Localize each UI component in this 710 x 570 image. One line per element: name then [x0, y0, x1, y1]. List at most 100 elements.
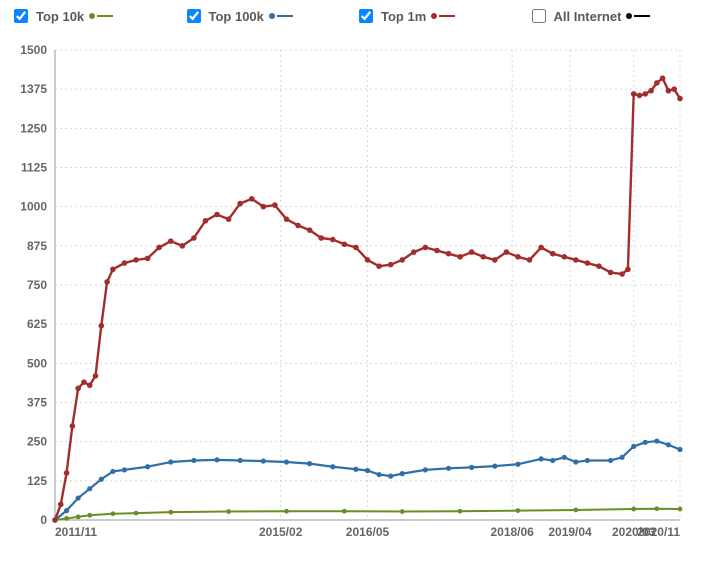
legend-checkbox-top10k[interactable]	[14, 9, 28, 23]
series-marker	[226, 216, 232, 222]
legend-checkbox-allnet[interactable]	[532, 9, 546, 23]
series-marker	[527, 257, 533, 263]
series-marker	[87, 513, 92, 518]
x-tick-label: 2018/06	[490, 525, 534, 539]
series-marker	[550, 458, 555, 463]
series-marker	[168, 238, 174, 244]
y-tick-label: 1000	[20, 200, 47, 214]
series-marker	[562, 455, 567, 460]
series-marker	[168, 510, 173, 515]
series-marker	[423, 245, 429, 251]
series-marker	[52, 517, 58, 523]
legend-item-top10k[interactable]: Top 10k·	[10, 6, 183, 26]
series-marker	[631, 444, 636, 449]
series-marker	[249, 196, 255, 202]
legend-item-top100k[interactable]: Top 100k·	[183, 6, 356, 26]
series-marker	[446, 466, 451, 471]
series-marker	[214, 457, 219, 462]
series-marker	[70, 423, 76, 429]
series-marker	[376, 263, 382, 269]
y-tick-label: 625	[27, 317, 47, 331]
series-marker	[110, 469, 115, 474]
series-marker	[342, 509, 347, 514]
series-marker	[134, 511, 139, 516]
series-marker	[261, 204, 267, 210]
series-marker	[515, 462, 520, 467]
series-marker	[330, 464, 335, 469]
series-marker	[400, 509, 405, 514]
series-marker	[214, 212, 220, 218]
legend-checkbox-top100k[interactable]	[187, 9, 201, 23]
line-chart: 0125250375500625750875100011251250137515…	[0, 30, 710, 570]
series-marker	[677, 96, 683, 102]
series-marker	[104, 279, 110, 285]
series-marker	[585, 458, 590, 463]
series-marker	[608, 458, 613, 463]
series-marker	[365, 468, 370, 473]
y-tick-label: 1250	[20, 121, 47, 135]
series-marker	[631, 507, 636, 512]
series-marker	[353, 245, 359, 251]
series-marker	[423, 467, 428, 472]
series-marker	[307, 461, 312, 466]
series-marker	[539, 456, 544, 461]
y-tick-label: 750	[27, 278, 47, 292]
series-marker	[64, 508, 69, 513]
legend-checkbox-top1m[interactable]	[359, 9, 373, 23]
series-marker	[203, 218, 209, 224]
series-marker	[180, 243, 186, 249]
series-marker	[284, 459, 289, 464]
series-marker	[272, 202, 278, 208]
series-marker	[145, 464, 150, 469]
series-marker	[596, 263, 602, 269]
series-marker	[93, 373, 99, 379]
series-marker	[608, 270, 614, 276]
legend-label: Top 100k	[209, 9, 264, 24]
series-marker	[168, 459, 173, 464]
series-marker	[388, 262, 394, 268]
y-tick-label: 1125	[21, 161, 47, 175]
legend-swatch: ·	[431, 13, 455, 19]
series-line	[55, 78, 680, 520]
series-marker	[411, 249, 417, 255]
series-marker	[619, 271, 625, 277]
series-marker	[666, 442, 671, 447]
series-marker	[156, 245, 162, 251]
y-tick-label: 125	[27, 474, 47, 488]
series-marker	[480, 254, 486, 260]
series-marker	[678, 507, 683, 512]
y-tick-label: 250	[27, 435, 47, 449]
series-marker	[625, 267, 631, 273]
series-marker	[516, 508, 521, 513]
series-marker	[492, 257, 498, 263]
series-marker	[538, 245, 544, 251]
series-marker	[660, 75, 666, 81]
legend-item-top1m[interactable]: Top 1m ·	[355, 6, 528, 26]
series-marker	[365, 257, 371, 263]
series-marker	[237, 201, 243, 207]
series-marker	[122, 467, 127, 472]
x-tick-label: 2015/02	[259, 525, 303, 539]
series-marker	[399, 257, 405, 263]
series-marker	[87, 382, 93, 388]
legend-item-allnet[interactable]: All Internet ·	[528, 6, 701, 26]
series-marker	[457, 254, 463, 260]
legend-label: Top 1m	[381, 9, 426, 24]
series-marker	[585, 260, 591, 266]
series-marker	[648, 88, 654, 94]
series-marker	[573, 508, 578, 513]
series-marker	[284, 509, 289, 514]
series-marker	[400, 471, 405, 476]
series-marker	[353, 467, 358, 472]
series-marker	[76, 514, 81, 519]
legend-label: All Internet	[554, 9, 622, 24]
series-marker	[388, 474, 393, 479]
x-tick-label: 2011/11	[55, 525, 97, 539]
series-marker	[550, 251, 556, 257]
series-marker	[654, 80, 660, 86]
series-marker	[573, 459, 578, 464]
legend-swatch: ·	[89, 13, 113, 19]
y-tick-label: 875	[27, 239, 47, 253]
y-tick-label: 500	[27, 356, 47, 370]
legend-swatch: ·	[626, 13, 650, 19]
